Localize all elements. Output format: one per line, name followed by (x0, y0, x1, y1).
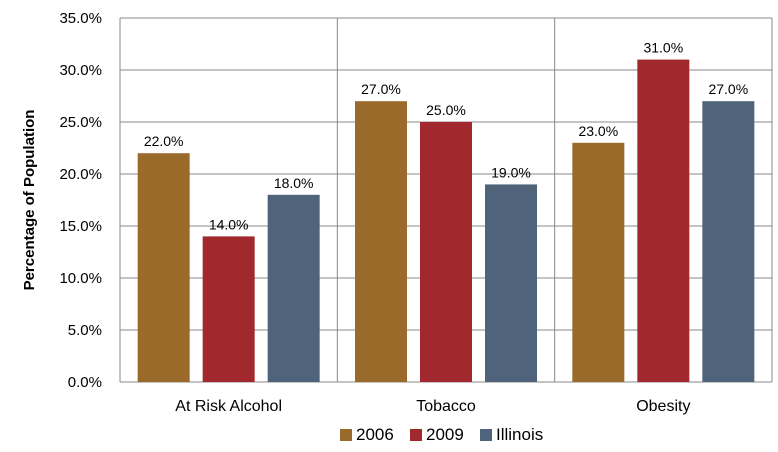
bar (702, 101, 755, 382)
y-tick-label: 35.0% (59, 10, 102, 27)
legend-entry: Illinois (496, 425, 543, 444)
bar (137, 153, 190, 382)
legend-entry: 2006 (356, 425, 394, 444)
data-label: 14.0% (209, 216, 249, 232)
category-label: At Risk Alcohol (175, 398, 282, 415)
legend-swatch (340, 429, 352, 441)
bar (267, 194, 320, 382)
legend-swatch (410, 429, 422, 441)
legend: 2006 2009 Illinois (340, 425, 543, 444)
category-label: Obesity (636, 398, 690, 415)
data-labels: 22.0% 14.0% 18.0% 27.0% 25.0% 19.0% 23.0% 31.0%… (144, 40, 748, 233)
y-tick-label: 30.0% (59, 62, 102, 79)
data-label: 22.0% (144, 133, 184, 149)
data-label: 18.0% (274, 175, 314, 191)
data-label: 19.0% (491, 164, 531, 180)
y-tick-label: 0.0% (68, 374, 102, 391)
bar (420, 122, 472, 382)
y-tick-label: 15.0% (59, 218, 102, 235)
legend-entry: 2009 (426, 425, 464, 444)
data-label: 25.0% (426, 102, 466, 118)
legend-swatch (480, 429, 492, 441)
bar (485, 184, 537, 382)
category-label: Tobacco (416, 398, 476, 415)
y-tick-labels: 0.0% 5.0% 10.0% 15.0% 20.0% 25.0% 30.0% 35.0% (59, 10, 102, 391)
data-label: 31.0% (643, 40, 683, 56)
bar (355, 101, 407, 382)
y-tick-label: 25.0% (59, 114, 102, 131)
y-tick-label: 5.0% (68, 322, 102, 339)
data-label: 23.0% (578, 123, 618, 139)
category-separators (119, 18, 773, 382)
data-label: 27.0% (361, 81, 401, 97)
bars (137, 59, 755, 382)
bar (637, 59, 690, 382)
category-labels: At Risk Alcohol Tobacco Obesity (175, 398, 690, 415)
y-tick-label: 10.0% (59, 270, 102, 287)
bar (572, 142, 625, 382)
y-tick-label: 20.0% (59, 166, 102, 183)
y-axis-label: Percentage of Population (21, 110, 38, 291)
data-label: 27.0% (708, 81, 748, 97)
bar (202, 236, 255, 382)
